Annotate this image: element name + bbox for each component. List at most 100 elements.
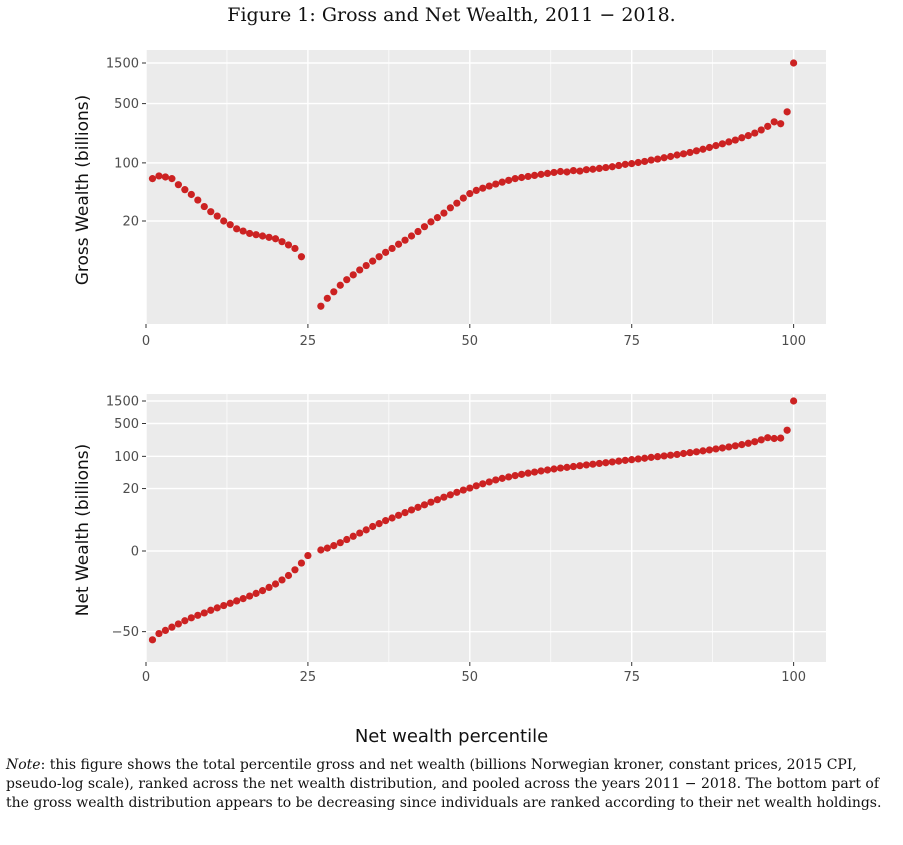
data-point [660,452,668,460]
data-point [634,455,642,463]
data-point [498,474,506,482]
note-text: : this figure shows the total percentile… [6,757,882,811]
data-point [388,244,396,253]
plot-background [146,394,826,662]
y-tick-label: 500 [114,417,139,432]
data-point [161,173,170,181]
data-point [200,202,208,211]
x-tick-label: 0 [142,670,150,685]
data-point [414,503,422,511]
data-point [543,466,552,474]
data-point [712,142,720,150]
data-point [757,436,765,444]
data-point [692,147,701,155]
data-point [576,462,584,470]
data-point [394,240,403,248]
data-point [686,148,694,157]
data-point [537,170,545,178]
data-point [764,122,772,130]
y-tick-label: −50 [112,625,139,640]
data-point [654,155,662,163]
data-point [433,214,442,222]
data-point [757,126,765,134]
data-point [647,453,655,461]
note-lead: Note [6,757,41,773]
x-tick-label: 50 [462,334,479,349]
data-point [718,444,726,452]
data-point [220,217,228,225]
data-point [246,229,254,238]
data-point [207,208,215,216]
x-tick-label: 75 [623,670,640,685]
data-point [738,441,746,449]
data-point [505,176,513,184]
data-point [751,438,759,446]
data-point [291,244,299,253]
data-point [284,571,293,580]
y-tick-label: 500 [114,97,139,112]
x-tick-label: 50 [462,670,479,685]
data-point [362,261,370,270]
data-point [641,454,649,462]
data-point [194,611,202,619]
data-point [187,614,195,622]
y-tick-label: 100 [114,156,139,171]
data-point [744,439,752,447]
data-point [589,460,597,468]
data-point [790,397,798,405]
data-point [187,190,195,199]
data-point [317,546,325,554]
data-point [511,175,519,183]
data-point [628,456,636,464]
data-point [485,182,493,190]
data-point [459,194,467,202]
data-point [343,276,351,284]
x-tick-label: 25 [300,334,317,349]
data-point [731,136,739,144]
data-point [369,257,377,265]
data-point [226,599,234,607]
data-point [194,196,202,204]
data-point [699,145,707,153]
data-point [699,447,707,455]
data-point [770,118,778,126]
figure-title: Figure 1: Gross and Net Wealth, 2011 − 2… [227,4,676,26]
data-point [161,626,170,634]
data-point [492,180,500,188]
data-point [200,609,208,617]
data-point [304,551,312,560]
data-point [686,449,694,457]
data-point [673,450,681,459]
data-point [738,134,746,142]
y-axis-title: Gross Wealth (billions) [73,95,93,286]
data-point [336,281,344,289]
data-point [628,160,636,168]
data-point [356,266,364,274]
figure-note: Note: this figure shows the total percen… [6,756,899,813]
data-point [433,496,442,504]
data-point [718,140,726,148]
data-point [530,468,539,476]
data-point [401,236,409,244]
data-point [589,165,597,173]
data-point [505,473,513,481]
data-point [556,464,565,472]
data-point [550,465,558,473]
data-point [595,459,603,468]
data-point [608,163,616,171]
data-point [453,488,461,496]
data-point [563,168,571,176]
data-point [233,225,241,233]
data-point [790,59,798,67]
data-point [155,629,163,638]
data-point [764,434,772,442]
data-point [673,151,681,159]
data-point [174,181,182,189]
data-point [207,606,215,614]
data-point [220,601,228,610]
data-point [278,238,286,246]
data-point [181,617,189,625]
data-point [498,178,506,186]
data-point [705,446,714,454]
data-point [382,517,390,525]
